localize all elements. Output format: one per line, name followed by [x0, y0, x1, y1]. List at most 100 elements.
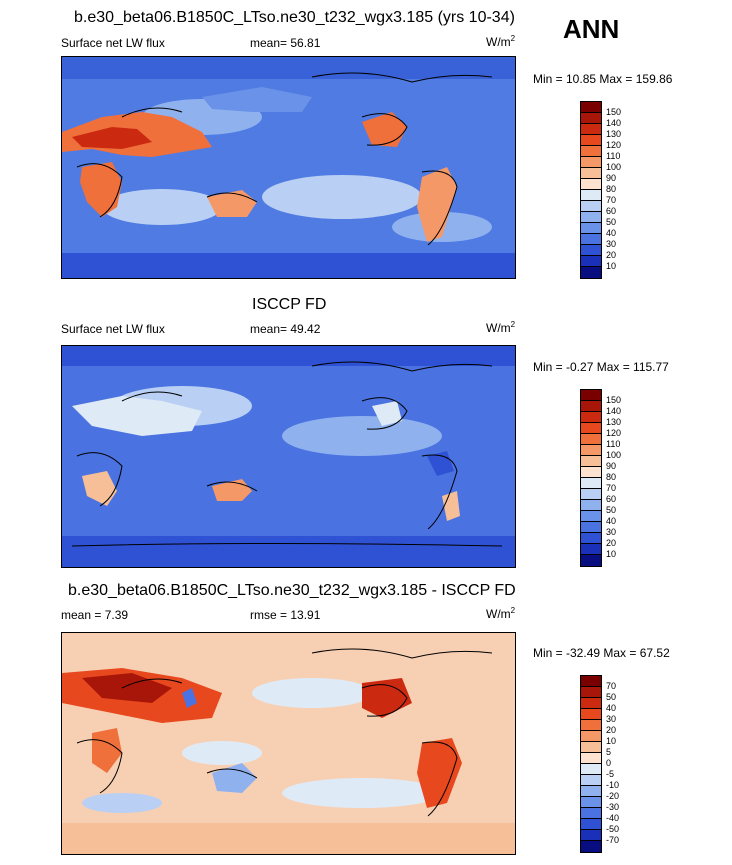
- colorbar-tick-label: 30: [606, 714, 617, 724]
- colorbar-swatch: [581, 709, 601, 720]
- colorbar-swatch: [581, 146, 601, 157]
- colorbar-swatch: [581, 135, 601, 146]
- colorbar-swatch: [581, 412, 601, 423]
- colorbar-tick-label: 140: [606, 406, 622, 416]
- colorbar-tick-label: 130: [606, 129, 622, 139]
- colorbar-swatch: [581, 764, 601, 775]
- colorbar-swatch: [581, 698, 601, 709]
- colorbar-tick-label: -40: [606, 813, 620, 823]
- colorbar-swatch: [581, 256, 601, 267]
- colorbar-swatch: [581, 841, 601, 852]
- colorbar-swatch: [581, 401, 601, 412]
- colorbar-swatch: [581, 533, 601, 544]
- colorbar-tick-label: 0: [606, 758, 612, 768]
- colorbar-tick-label: 130: [606, 417, 622, 427]
- panel-3-title: b.e30_beta06.B1850C_LTso.ne30_t232_wgx3.…: [68, 582, 516, 599]
- colorbar-swatch: [581, 245, 601, 256]
- panel-3-mean: mean = 7.39: [61, 608, 129, 622]
- colorbar-swatch: [581, 720, 601, 731]
- colorbar-tick-label: 110: [606, 151, 621, 161]
- colorbar-tick-label: 20: [606, 725, 617, 735]
- colorbar-tick-label: 100: [606, 162, 622, 172]
- colorbar-swatch: [581, 808, 601, 819]
- colorbar-swatch: [581, 223, 601, 234]
- colorbar-swatch: [581, 830, 601, 841]
- panel-1-minmax: Min = 10.85 Max = 159.86: [533, 72, 673, 86]
- colorbar-swatch: [581, 124, 601, 135]
- colorbar-tick-label: 110: [606, 439, 621, 449]
- panel-1-units: W/m2: [486, 34, 516, 49]
- colorbar-swatch: [581, 522, 601, 533]
- colorbar-swatch: [581, 179, 601, 190]
- colorbar-swatch: [581, 797, 601, 808]
- colorbar-tick-label: 50: [606, 692, 617, 702]
- panel-2-variable: Surface net LW flux: [61, 322, 165, 336]
- panel-3-rmse: rmse = 13.91: [250, 608, 321, 622]
- colorbar-tick-label: 90: [606, 461, 617, 471]
- colorbar-swatch: [581, 511, 601, 522]
- colorbar-tick-label: 30: [606, 527, 617, 537]
- panel-3-minmax: Min = -32.49 Max = 67.52: [533, 646, 670, 660]
- panel-1-title: b.e30_beta06.B1850C_LTso.ne30_t232_wgx3.…: [74, 9, 515, 26]
- colorbar-tick-label: 10: [606, 736, 617, 746]
- colorbar-swatch: [581, 555, 601, 566]
- panel-1-colorbar: [580, 101, 602, 279]
- colorbar-tick-label: 10: [606, 261, 617, 271]
- colorbar-swatch: [581, 819, 601, 830]
- colorbar-swatch: [581, 113, 601, 124]
- colorbar-tick-label: 60: [606, 494, 617, 504]
- colorbar-swatch: [581, 467, 601, 478]
- panel-2-colorbar: [580, 389, 602, 567]
- colorbar-tick-label: 80: [606, 472, 617, 482]
- colorbar-swatch: [581, 775, 601, 786]
- colorbar-swatch: [581, 445, 601, 456]
- panel-3-units: W/m2: [486, 606, 516, 621]
- colorbar-swatch: [581, 478, 601, 489]
- colorbar-swatch: [581, 786, 601, 797]
- colorbar-tick-label: 10: [606, 549, 617, 559]
- colorbar-tick-label: 80: [606, 184, 617, 194]
- colorbar-tick-label: 120: [606, 140, 622, 150]
- colorbar-tick-label: 150: [606, 107, 622, 117]
- season-label: ANN: [563, 14, 620, 44]
- colorbar-tick-label: -70: [606, 835, 620, 845]
- colorbar-swatch: [581, 267, 601, 278]
- colorbar-tick-label: -5: [606, 769, 615, 779]
- colorbar-tick-label: 50: [606, 505, 617, 515]
- panel-2-map: [61, 345, 516, 568]
- colorbar-tick-label: 120: [606, 428, 622, 438]
- colorbar-swatch: [581, 201, 601, 212]
- colorbar-swatch: [581, 234, 601, 245]
- colorbar-tick-label: -20: [606, 791, 620, 801]
- colorbar-tick-label: -50: [606, 824, 620, 834]
- colorbar-swatch: [581, 157, 601, 168]
- panel-3-colorbar: [580, 675, 602, 853]
- colorbar-tick-label: 70: [606, 483, 617, 493]
- colorbar-tick-label: -10: [606, 780, 620, 790]
- colorbar-tick-label: 40: [606, 703, 617, 713]
- colorbar-swatch: [581, 544, 601, 555]
- colorbar-swatch: [581, 489, 601, 500]
- panel-2-title: ISCCP FD: [252, 296, 327, 313]
- colorbar-tick-label: 30: [606, 239, 617, 249]
- panel-1-mean: mean= 56.81: [250, 36, 321, 50]
- colorbar-swatch: [581, 190, 601, 201]
- colorbar-swatch: [581, 687, 601, 698]
- colorbar-swatch: [581, 390, 601, 401]
- colorbar-swatch: [581, 212, 601, 223]
- panel-2-mean: mean= 49.42: [250, 322, 321, 336]
- panel-2-units: W/m2: [486, 320, 516, 335]
- colorbar-swatch: [581, 434, 601, 445]
- panel-1-map: [61, 56, 516, 279]
- colorbar-tick-label: 20: [606, 538, 617, 548]
- colorbar-swatch: [581, 742, 601, 753]
- panel-2-minmax: Min = -0.27 Max = 115.77: [533, 360, 669, 374]
- colorbar-swatch: [581, 500, 601, 511]
- colorbar-tick-label: 140: [606, 118, 622, 128]
- colorbar-tick-label: 70: [606, 681, 617, 691]
- colorbar-tick-label: 5: [606, 747, 612, 757]
- colorbar-swatch: [581, 753, 601, 764]
- colorbar-tick-label: 20: [606, 250, 617, 260]
- colorbar-tick-label: 150: [606, 395, 622, 405]
- colorbar-swatch: [581, 676, 601, 687]
